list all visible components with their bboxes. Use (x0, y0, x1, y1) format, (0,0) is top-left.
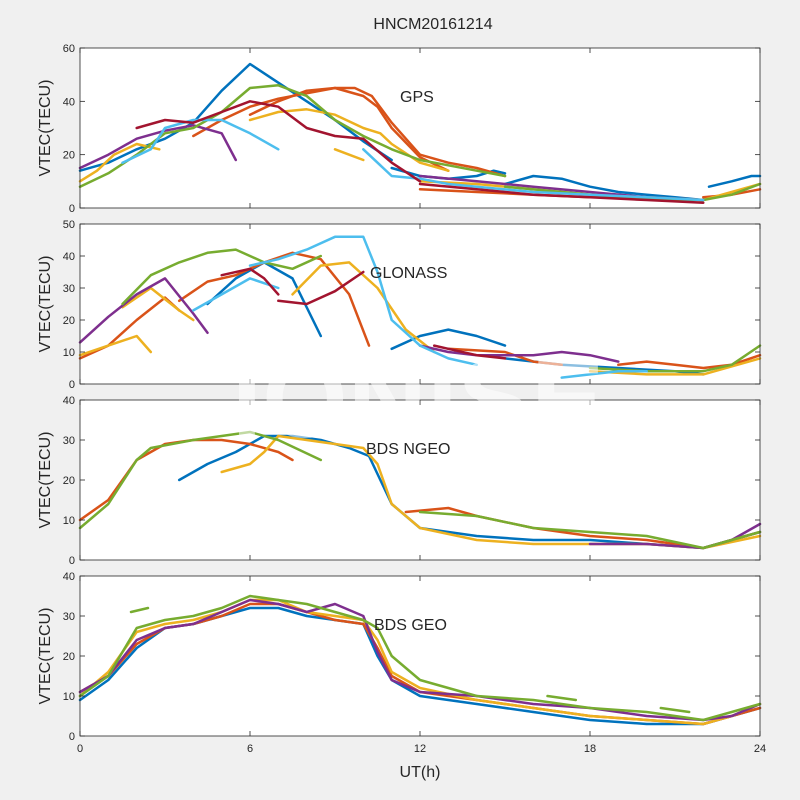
series-line (78, 334, 153, 357)
panel-label: BDS GEO (374, 617, 447, 634)
series-line (447, 347, 563, 367)
plot-area (80, 400, 760, 560)
y-tick-label: 20 (63, 315, 75, 327)
series-line (503, 174, 705, 202)
y-tick-label: 20 (63, 150, 75, 162)
y-tick-label: 10 (63, 691, 75, 703)
y-tick-label: 50 (63, 219, 75, 231)
series-line (121, 248, 323, 306)
series-line (192, 277, 280, 312)
panel-label: BDS NGEO (366, 441, 450, 458)
watermark: IONISE (232, 338, 605, 461)
panel-label: GPS (400, 89, 434, 106)
x-tick-label: 24 (754, 743, 766, 755)
y-tick-label: 10 (63, 347, 75, 359)
series-line (129, 606, 150, 614)
y-tick-label: 30 (63, 435, 75, 447)
series-line (78, 598, 762, 722)
series-line (588, 357, 762, 376)
series-line (659, 706, 691, 714)
series-line (390, 328, 507, 351)
x-tick-label: 0 (77, 743, 83, 755)
series-line (418, 344, 620, 363)
series-line (617, 353, 762, 370)
y-tick-label: 30 (63, 283, 75, 295)
y-axis-label: VTEC(TECU) (37, 256, 54, 353)
series-line (432, 344, 507, 360)
series-line (135, 100, 422, 183)
series-line (177, 251, 371, 347)
series-line (78, 84, 507, 188)
y-tick-label: 10 (63, 515, 75, 527)
y-tick-label: 20 (63, 475, 75, 487)
series-line (78, 594, 762, 722)
panel-gps: 0 20 40 60 VTEC(TECU) GPS (37, 43, 762, 215)
series-line (418, 510, 762, 550)
series-line (390, 166, 507, 180)
series-line (418, 182, 705, 204)
plot-area (80, 224, 760, 384)
x-tick-label: 18 (584, 743, 596, 755)
series-line (291, 261, 436, 354)
figure-title: HNCM20161214 (373, 16, 492, 33)
series-line (503, 182, 762, 202)
y-tick-label: 0 (69, 731, 75, 743)
series-line (277, 270, 365, 306)
plot-area (80, 576, 760, 736)
series-line (78, 124, 238, 170)
y-tick-label: 60 (63, 43, 75, 55)
series-line (560, 369, 648, 379)
series-line (546, 694, 578, 702)
y-tick-label: 40 (63, 96, 75, 108)
panel-bds-geo: 0 10 20 30 40 0 6 12 18 24 VTEC(TECU) BDS GEO (37, 571, 766, 755)
series-line (78, 142, 161, 183)
y-tick-label: 0 (69, 379, 75, 391)
series-line (78, 430, 323, 530)
y-tick-label: 30 (63, 611, 75, 623)
series-line (121, 118, 280, 164)
series-line (362, 148, 705, 202)
series-line (707, 174, 762, 188)
series-line (121, 286, 195, 322)
y-tick-label: 0 (69, 203, 75, 215)
series-line (78, 277, 209, 344)
y-tick-label: 40 (63, 395, 75, 407)
series-line (248, 235, 478, 367)
y-tick-label: 40 (63, 251, 75, 263)
series-line (333, 148, 365, 162)
panel-bds-ngeo: 0 10 20 30 40 VTEC(TECU) BDS NGEO (37, 395, 762, 567)
y-axis-label: VTEC(TECU) (37, 80, 54, 177)
series-line (192, 86, 507, 178)
y-tick-label: 0 (69, 555, 75, 567)
x-axis-label: UT(h) (400, 764, 441, 781)
x-tick-label: 12 (414, 743, 426, 755)
series-line (220, 267, 280, 296)
y-axis-label: VTEC(TECU) (37, 608, 54, 705)
panel-glonass: 0 10 20 30 40 50 VTEC(TECU) GLONASS (37, 219, 762, 391)
x-tick-label: 6 (247, 743, 253, 755)
y-axis-label: VTEC(TECU) (37, 432, 54, 529)
y-tick-label: 20 (63, 651, 75, 663)
series-line (248, 86, 450, 172)
y-tick-label: 40 (63, 571, 75, 583)
panel-label: GLONASS (370, 265, 447, 282)
